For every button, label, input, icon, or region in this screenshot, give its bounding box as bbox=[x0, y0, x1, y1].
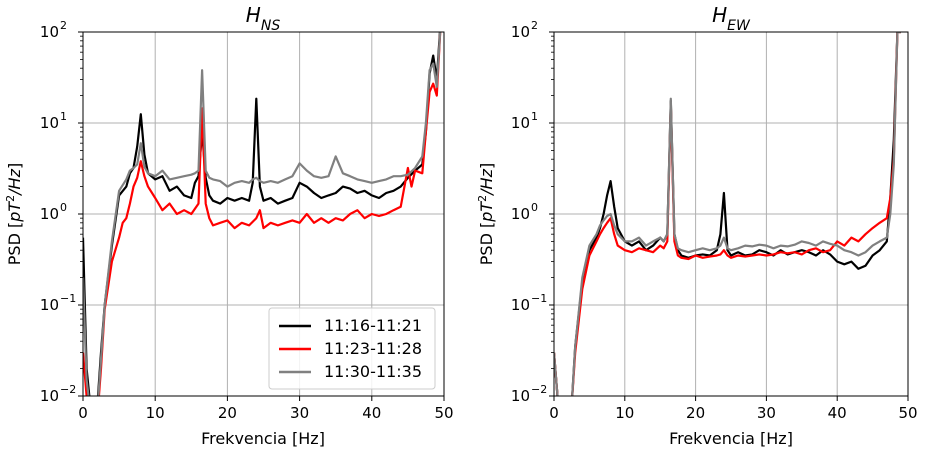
series-line-hns-2 bbox=[83, 32, 442, 396]
series-line-hew-3 bbox=[554, 32, 901, 396]
x-tick-label: 40 bbox=[362, 404, 381, 422]
y-tick-exponent: 0 bbox=[60, 201, 67, 214]
series-line-hns-3 bbox=[83, 32, 442, 396]
legend-entry: 11:30-11:35 bbox=[279, 362, 422, 381]
x-tick-label: 20 bbox=[218, 404, 237, 422]
grid-hns bbox=[83, 32, 444, 396]
x-tick-label: 40 bbox=[828, 404, 847, 422]
y-tick-label: 10 bbox=[40, 23, 59, 41]
y-tick-exponent: −2 bbox=[531, 383, 547, 396]
x-tick-label: 50 bbox=[434, 404, 453, 422]
y-axis-label-hew: PSD [pT2/Hz] bbox=[476, 163, 497, 265]
y-tick-label: 10 bbox=[511, 23, 530, 41]
series-lines-hew bbox=[554, 32, 901, 396]
series-line-hew-1 bbox=[554, 32, 901, 396]
series-lines-hns bbox=[83, 32, 442, 396]
y-tick-label: 10 bbox=[511, 114, 530, 132]
y-tick-label: 10 bbox=[511, 296, 530, 314]
y-tick-exponent: 1 bbox=[60, 110, 67, 123]
chart-title-hew: HEW bbox=[712, 3, 751, 34]
chart-title-hns: HNS bbox=[246, 3, 281, 34]
y-tick-exponent: −2 bbox=[60, 383, 76, 396]
x-tick-label: 20 bbox=[686, 404, 705, 422]
y-tick-label: 10 bbox=[40, 296, 59, 314]
legend-box bbox=[268, 307, 436, 390]
legend: 11:16-11:21 11:23-11:28 11:30-11:35 bbox=[268, 307, 436, 390]
series-line-hew-2 bbox=[554, 32, 901, 396]
legend-label-1: 11:16-11:21 bbox=[324, 316, 422, 335]
y-tick-exponent: 2 bbox=[60, 19, 67, 32]
legend-entry: 11:23-11:28 bbox=[279, 339, 422, 358]
y-axis-label-hns: PSD [pT2/Hz] bbox=[4, 163, 25, 265]
grid-hew bbox=[554, 32, 908, 396]
x-tick-label: 0 bbox=[78, 404, 88, 422]
x-tick-label: 30 bbox=[757, 404, 776, 422]
y-tick-label: 10 bbox=[511, 387, 530, 405]
x-tick-label: 50 bbox=[898, 404, 917, 422]
legend-label-3: 11:30-11:35 bbox=[324, 362, 422, 381]
x-axis-label-hns: Frekvencia [Hz] bbox=[201, 429, 325, 448]
y-tick-label: 10 bbox=[40, 387, 59, 405]
x-axis-label-hew: Frekvencia [Hz] bbox=[669, 429, 793, 448]
y-tick-exponent: 2 bbox=[531, 19, 538, 32]
y-tick-exponent: 1 bbox=[531, 110, 538, 123]
x-tick-label: 10 bbox=[146, 404, 165, 422]
y-tick-label: 10 bbox=[40, 114, 59, 132]
y-tick-exponent: −1 bbox=[531, 292, 547, 305]
x-tick-label: 30 bbox=[290, 404, 309, 422]
x-tick-label: 0 bbox=[549, 404, 559, 422]
y-tick-label: 10 bbox=[40, 205, 59, 223]
y-tick-exponent: 0 bbox=[531, 201, 538, 214]
x-tick-label: 10 bbox=[615, 404, 634, 422]
y-tick-label: 10 bbox=[511, 205, 530, 223]
legend-label-2: 11:23-11:28 bbox=[324, 339, 422, 358]
y-tick-exponent: −1 bbox=[60, 292, 76, 305]
legend-entry: 11:16-11:21 bbox=[279, 316, 422, 335]
